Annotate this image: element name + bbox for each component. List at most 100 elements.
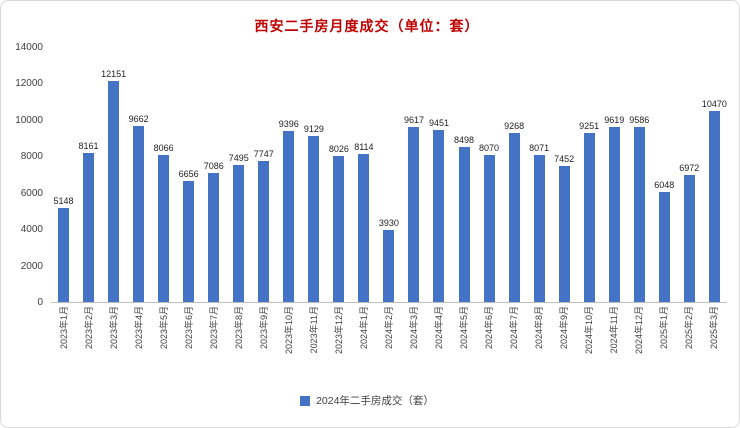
x-axis-label: 2023年5月 <box>158 306 169 350</box>
plot-wrap: 0 2000 4000 6000 8000 10000 12000 14000 5148 202… <box>7 43 727 367</box>
bar-value-label: 7086 <box>203 161 224 171</box>
bar-slot: 9586 2024年12月 <box>626 48 652 367</box>
bar-area: 7452 <box>551 48 577 303</box>
y-tick-label: 12000 <box>15 78 43 90</box>
x-axis-label-area: 2025年1月 <box>652 303 677 367</box>
bar-slot: 8066 2023年5月 <box>151 48 177 367</box>
bar-value-label: 8161 <box>78 141 99 151</box>
x-axis-label-area: 2023年5月 <box>151 303 176 367</box>
x-axis-label: 2023年10月 <box>283 306 294 355</box>
x-axis-label-area: 2024年6月 <box>477 303 502 367</box>
bar-slot: 6656 2023年6月 <box>176 48 202 367</box>
bar-value-label: 7495 <box>228 153 249 163</box>
x-axis-label-area: 2023年9月 <box>251 303 276 367</box>
bar <box>83 153 95 302</box>
x-axis-label-area: 2023年3月 <box>101 303 126 367</box>
x-axis-label: 2024年2月 <box>383 306 394 350</box>
bar <box>183 181 195 302</box>
bar-value-label: 9129 <box>303 124 324 134</box>
bar-value-label: 7452 <box>554 154 575 164</box>
bar-value-label: 8066 <box>153 143 174 153</box>
bar-area: 8114 <box>351 48 377 303</box>
x-axis-label: 2023年12月 <box>333 306 344 355</box>
bar-value-label: 10470 <box>701 99 727 109</box>
bar-value-label: 9268 <box>504 121 525 131</box>
x-axis-label: 2023年3月 <box>108 306 119 350</box>
bar-slot: 6048 2025年1月 <box>651 48 677 367</box>
bar-slot: 10470 2025年3月 <box>701 48 727 367</box>
bar-area: 9619 <box>601 48 627 303</box>
bar-area: 9662 <box>126 48 152 303</box>
legend: 2024年二手房成交（套） <box>7 393 727 408</box>
x-axis-label-area: 2024年4月 <box>426 303 451 367</box>
x-axis-label: 2025年3月 <box>709 306 720 350</box>
y-tick-label: 10000 <box>15 114 43 126</box>
bar-slot: 3930 2024年2月 <box>376 48 402 367</box>
x-axis-label: 2023年4月 <box>133 306 144 350</box>
bar-area: 8161 <box>76 48 102 303</box>
bar <box>633 127 645 302</box>
y-tick-label: 14000 <box>15 42 43 53</box>
bar-slot: 9129 2023年11月 <box>301 48 327 367</box>
x-axis-label-area: 2024年2月 <box>376 303 401 367</box>
x-axis-label: 2023年2月 <box>83 306 94 350</box>
bar <box>383 230 395 302</box>
bar-value-label: 6048 <box>654 180 675 190</box>
bar-slot: 5148 2023年1月 <box>51 48 77 367</box>
bar <box>208 173 220 302</box>
bar-area: 3930 <box>376 48 402 303</box>
bar-area: 9451 <box>426 48 452 303</box>
bar-area: 8070 <box>476 48 502 303</box>
bar-slot: 9619 2024年11月 <box>601 48 627 367</box>
x-axis-label-area: 2023年1月 <box>51 303 76 367</box>
bar-value-label: 12151 <box>101 69 127 79</box>
bar-area: 9586 <box>626 48 652 303</box>
legend-label: 2024年二手房成交（套） <box>316 395 434 407</box>
bar-area: 10470 <box>701 48 727 303</box>
x-axis-label-area: 2024年3月 <box>401 303 426 367</box>
bar-area: 9396 <box>276 48 302 303</box>
x-axis-label-area: 2023年2月 <box>76 303 101 367</box>
x-axis-label: 2023年1月 <box>58 306 69 350</box>
bar-slot: 12151 2023年3月 <box>101 48 127 367</box>
bar-value-label: 8070 <box>479 143 500 153</box>
bar-value-label: 8498 <box>454 135 475 145</box>
x-axis-label-area: 2024年12月 <box>627 303 652 367</box>
bar <box>608 127 620 302</box>
bar <box>158 155 170 302</box>
bar-value-label: 8071 <box>529 143 550 153</box>
bar <box>558 166 570 302</box>
bar <box>483 155 495 302</box>
bar-area: 9617 <box>401 48 427 303</box>
x-axis-label-area: 2024年8月 <box>527 303 552 367</box>
bar-slot: 7747 2023年9月 <box>251 48 277 367</box>
bar-slot: 9396 2023年10月 <box>276 48 302 367</box>
bar-area: 6972 <box>676 48 702 303</box>
bar <box>658 192 670 302</box>
bar-slot: 8026 2023年12月 <box>326 48 352 367</box>
bar-slot: 9451 2024年4月 <box>426 48 452 367</box>
bar-area: 9129 <box>301 48 327 303</box>
bar-slot: 9617 2024年3月 <box>401 48 427 367</box>
x-axis-label: 2024年5月 <box>459 306 470 350</box>
bar-area: 5148 <box>51 48 77 303</box>
x-axis-label-area: 2024年9月 <box>552 303 577 367</box>
bar <box>533 155 545 302</box>
x-axis-label-area: 2024年7月 <box>502 303 527 367</box>
x-axis-label: 2023年9月 <box>258 306 269 350</box>
bar <box>508 133 520 302</box>
x-axis-label-area: 2024年1月 <box>351 303 376 367</box>
y-tick-label: 0 <box>37 297 43 308</box>
bar <box>233 165 245 302</box>
bar-area: 7086 <box>201 48 227 303</box>
legend-swatch <box>300 395 311 406</box>
bar <box>683 175 695 302</box>
bar-slot: 7452 2024年9月 <box>551 48 577 367</box>
y-tick-label: 2000 <box>20 260 43 272</box>
bar-value-label: 3930 <box>378 218 399 228</box>
bar-area: 8071 <box>526 48 552 303</box>
x-axis-label: 2023年6月 <box>183 306 194 350</box>
x-axis-label-area: 2023年4月 <box>126 303 151 367</box>
x-axis-label: 2024年11月 <box>609 306 620 354</box>
